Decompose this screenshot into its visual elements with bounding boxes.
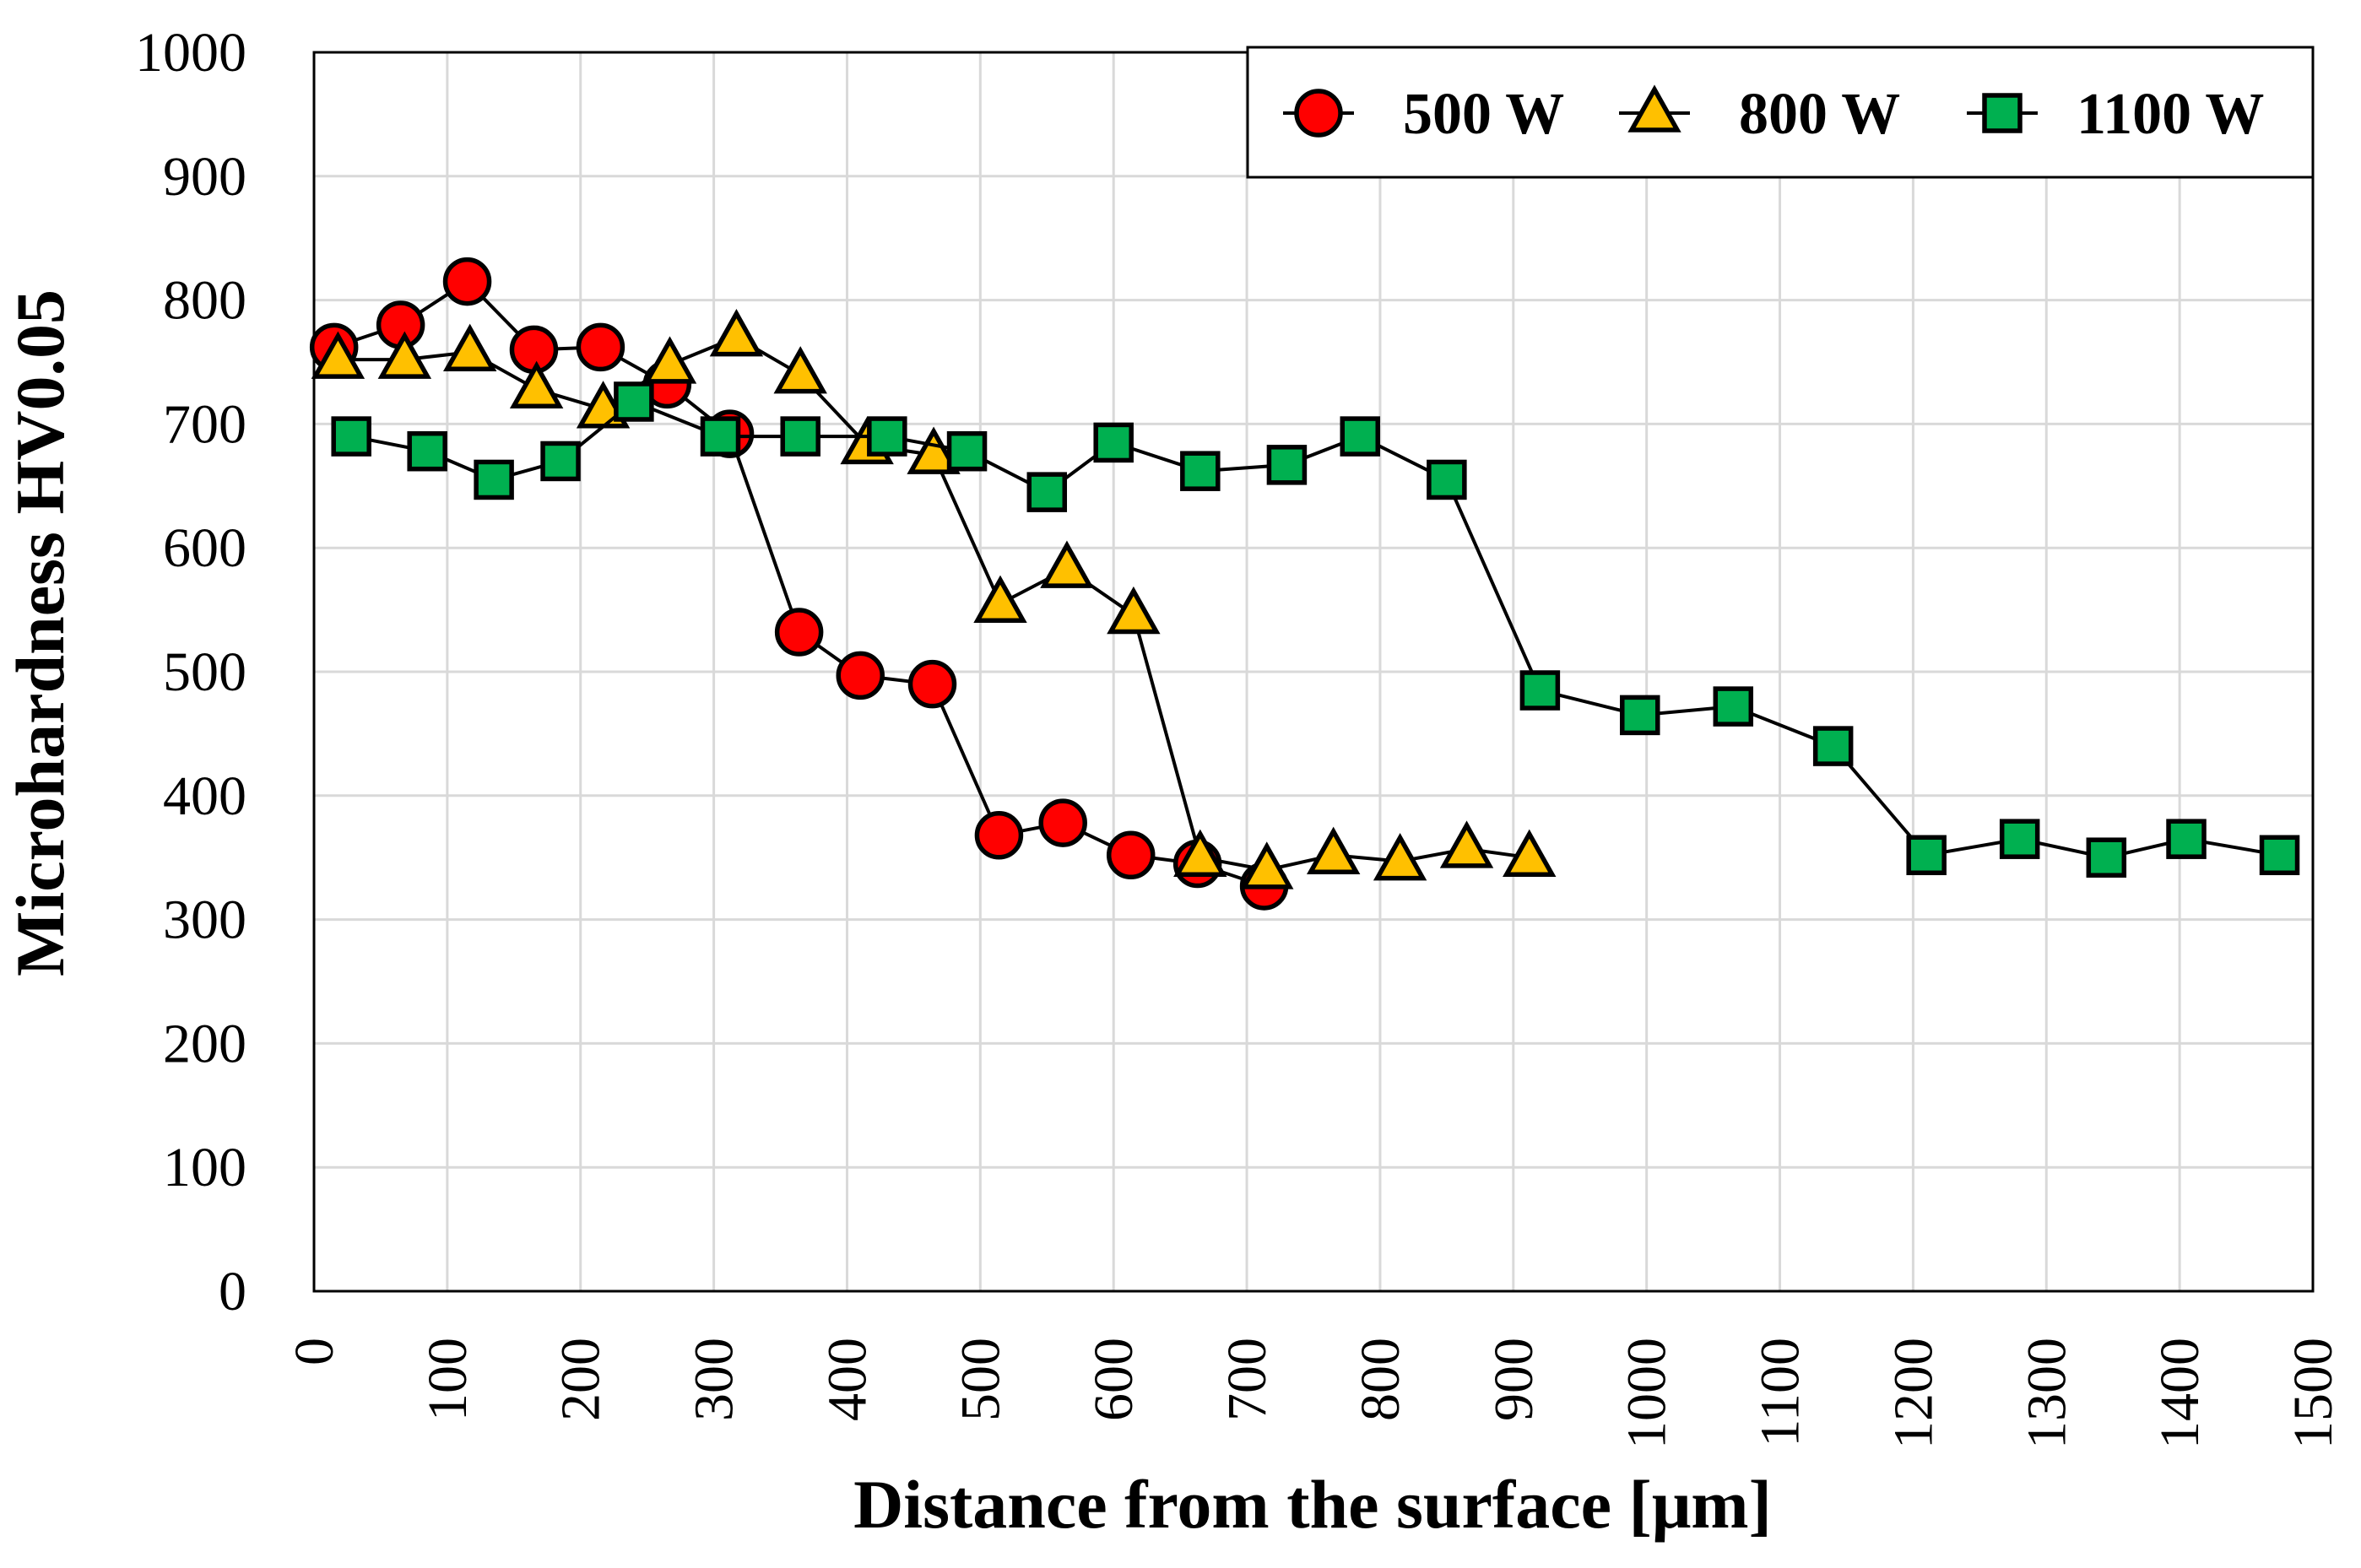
y-tick-label: 200 <box>163 1013 246 1074</box>
y-tick-label: 500 <box>163 641 246 703</box>
x-tick-label: 200 <box>550 1338 612 1421</box>
data-point-square <box>474 459 514 500</box>
data-point-square <box>2259 835 2300 876</box>
x-tick-label: 400 <box>816 1338 878 1421</box>
y-tick-label: 1000 <box>135 22 246 84</box>
x-tick-label: 1100 <box>1750 1338 1811 1447</box>
data-point-triangle <box>1373 832 1427 881</box>
data-point-triangle <box>1107 586 1161 635</box>
x-tick-label: 300 <box>684 1338 745 1421</box>
y-tick-label: 900 <box>163 146 246 208</box>
y-tick-label: 100 <box>163 1137 246 1198</box>
legend-item: 500 W <box>1283 82 1564 147</box>
legend-item: 1100 W <box>1967 82 2264 147</box>
data-point-square <box>1620 695 1660 736</box>
data-point-triangle <box>773 346 827 394</box>
data-point-square <box>1180 451 1221 491</box>
series-800w <box>311 309 1557 889</box>
x-tick-label: 600 <box>1083 1338 1145 1421</box>
data-point-circle <box>576 322 625 372</box>
data-point-triangle <box>443 323 497 372</box>
data-point-triangle <box>642 336 697 384</box>
data-point-circle <box>442 257 492 306</box>
legend-box <box>1246 46 2315 179</box>
data-point-circle <box>1038 798 1087 847</box>
data-point-circle <box>907 659 957 709</box>
data-point-square <box>780 416 820 457</box>
legend-layer: 500 W 800 W 1100 W <box>1246 46 2315 179</box>
y-tick-label: 600 <box>163 517 246 579</box>
x-tick-label: 0 <box>284 1338 345 1365</box>
x-tick-label: 500 <box>950 1338 1011 1421</box>
x-tick-label: 100 <box>417 1338 479 1421</box>
legend-marker-square <box>1982 93 2023 133</box>
x-tick-label: 800 <box>1350 1338 1411 1421</box>
data-point-square <box>1093 422 1134 463</box>
data-point-square <box>407 430 447 472</box>
data-point-triangle <box>377 331 432 379</box>
x-tick-label: 900 <box>1483 1338 1545 1421</box>
x-tick-label: 700 <box>1216 1338 1278 1421</box>
data-point-square <box>1519 670 1561 711</box>
data-point-triangle <box>311 331 366 379</box>
legend-label: 800 W <box>1739 82 1900 147</box>
data-point-triangle <box>509 360 564 409</box>
data-point-triangle <box>1439 820 1494 868</box>
data-point-square <box>946 430 988 472</box>
data-point-triangle <box>1503 829 1557 877</box>
grid-layer <box>312 51 2315 1293</box>
data-point-square <box>614 381 654 422</box>
legend-label: 1100 W <box>2077 82 2264 147</box>
y-axis-title: Microhardness HV0.05 <box>2 289 79 976</box>
data-point-square <box>2166 819 2207 859</box>
y-tick-label: 0 <box>219 1261 246 1322</box>
data-point-square <box>867 416 907 457</box>
data-point-square <box>2086 837 2127 878</box>
data-point-triangle <box>1040 540 1094 588</box>
legend-item: 800 W <box>1619 82 1900 147</box>
x-tick-label: 1000 <box>1616 1338 1678 1449</box>
data-point-square <box>1427 459 1467 500</box>
legend-marker-triangle <box>1627 84 1681 132</box>
x-tick-label: 1500 <box>2282 1338 2344 1449</box>
legend-label: 500 W <box>1403 82 1564 147</box>
data-point-square <box>331 416 371 457</box>
x-tick-label: 1200 <box>1882 1338 1944 1449</box>
data-point-triangle <box>973 575 1027 624</box>
x-axis-title: Distance from the surface [μm] <box>853 1466 1772 1543</box>
data-point-triangle <box>1173 829 1227 877</box>
data-point-triangle <box>1306 826 1361 875</box>
data-point-circle <box>1106 830 1156 880</box>
axes-layer: 0 100 200 300 400 500 600 700 800 900 1000 0 100 200 3… <box>135 22 2344 1449</box>
x-tick-label: 1400 <box>2149 1338 2211 1449</box>
y-tick-label: 800 <box>163 270 246 332</box>
data-point-circle <box>774 608 824 657</box>
series-layer <box>309 257 2300 911</box>
data-point-square <box>1812 726 1854 766</box>
data-point-square <box>700 416 741 457</box>
data-point-triangle <box>1240 841 1294 889</box>
data-point-triangle <box>907 426 961 474</box>
legend-marker-circle <box>1294 89 1343 138</box>
data-point-circle <box>509 325 559 375</box>
series-1100w <box>331 381 2300 878</box>
data-point-square <box>1906 835 1947 876</box>
y-tick-label: 300 <box>163 889 246 951</box>
data-point-triangle <box>709 309 764 357</box>
y-tick-label: 400 <box>163 765 246 827</box>
data-point-square <box>1266 445 1308 485</box>
data-point-square <box>540 441 581 482</box>
y-tick-label: 700 <box>163 393 246 455</box>
data-point-square <box>1713 686 1754 727</box>
data-point-circle <box>974 811 1024 860</box>
x-tick-label: 1300 <box>2016 1338 2077 1449</box>
data-point-circle <box>836 651 885 700</box>
data-point-square <box>1026 472 1068 512</box>
series-line <box>350 399 2280 860</box>
data-point-square <box>1340 416 1381 457</box>
data-point-square <box>1999 819 2040 859</box>
